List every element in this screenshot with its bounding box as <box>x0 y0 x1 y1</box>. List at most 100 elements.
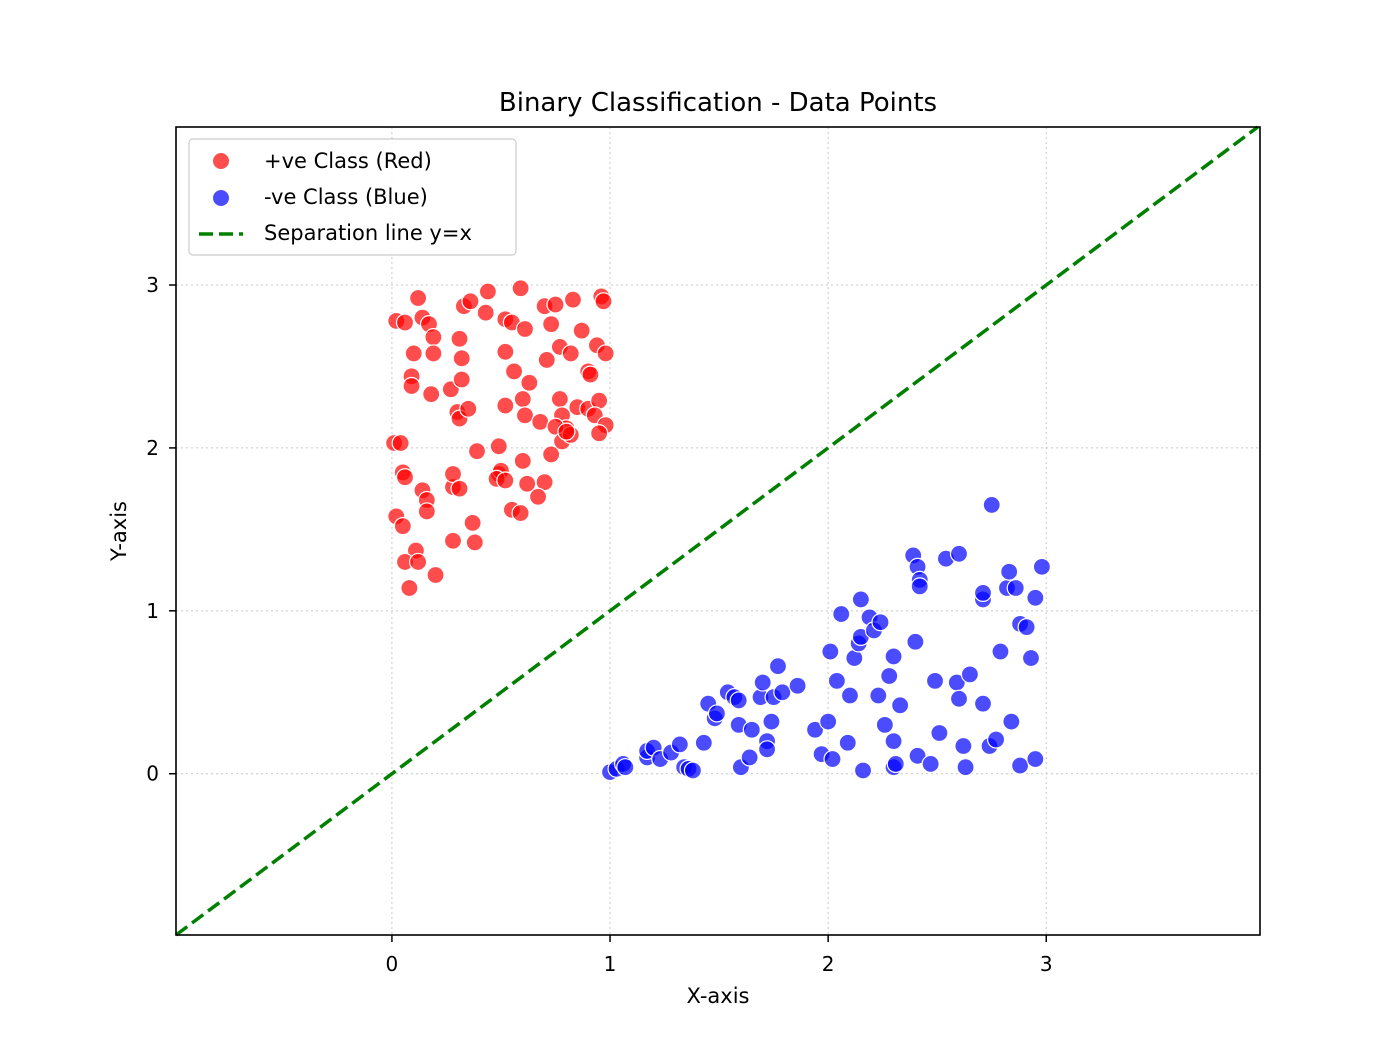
grid-lines <box>176 127 1260 935</box>
y-axis-label: Y-axis <box>107 501 131 562</box>
positive-point <box>476 303 495 322</box>
negative-point <box>821 642 840 661</box>
positive-point <box>504 362 524 381</box>
negative-point <box>670 735 689 754</box>
negative-point <box>757 740 777 759</box>
negative-point <box>838 733 857 752</box>
negative-point <box>884 732 903 751</box>
x-tick-label: 1 <box>604 952 617 976</box>
negative-point <box>1006 578 1025 598</box>
negative-point <box>1021 648 1041 668</box>
negative-point <box>832 604 851 624</box>
positive-point <box>393 517 412 536</box>
positive-point <box>596 344 615 363</box>
negative-point <box>954 736 973 756</box>
y-tick-label: 2 <box>146 436 159 460</box>
positive-point <box>496 396 515 415</box>
separation-line <box>174 125 1259 937</box>
negative-point <box>742 720 761 739</box>
positive-point <box>417 502 436 521</box>
negative-point <box>910 577 929 596</box>
negative-point <box>753 673 772 692</box>
negative-point <box>1026 588 1045 607</box>
negative-point <box>960 665 980 684</box>
x-tick-label: 0 <box>386 952 399 976</box>
negative-point <box>869 686 888 705</box>
negative-point <box>956 758 975 777</box>
positive-point <box>546 295 565 314</box>
negative-point <box>921 754 940 774</box>
positive-point <box>400 578 419 598</box>
negative-class-points <box>600 495 1051 782</box>
positive-point <box>459 399 478 418</box>
positive-point <box>395 468 415 487</box>
y-tick-label: 0 <box>146 762 159 786</box>
negative-point <box>949 544 969 563</box>
positive-point <box>542 445 561 464</box>
negative-point <box>871 613 890 632</box>
legend-red-marker-icon <box>213 153 229 169</box>
y-axis-ticks: 0 1 2 3 <box>146 273 176 786</box>
positive-point <box>409 552 428 572</box>
legend: +ve Class (Red) -ve Class (Blue) Separat… <box>188 138 517 256</box>
negative-point <box>819 712 838 731</box>
negative-point <box>973 583 993 603</box>
positive-point <box>513 389 532 409</box>
legend-blue-marker-icon <box>213 190 229 206</box>
positive-point <box>465 533 484 552</box>
negative-point <box>853 761 873 780</box>
positive-point <box>528 487 548 506</box>
negative-point <box>886 754 905 774</box>
positive-point <box>461 292 480 311</box>
positive-point <box>537 350 556 370</box>
positive-point <box>489 437 508 456</box>
plot-area <box>174 125 1261 937</box>
x-axis-ticks: 0 1 2 3 <box>386 935 1053 976</box>
negative-point <box>949 689 969 708</box>
positive-point <box>452 349 471 368</box>
negative-point <box>683 761 703 780</box>
legend-label-negative: -ve Class (Blue) <box>264 185 428 209</box>
negative-point <box>805 720 825 739</box>
negative-point <box>1026 749 1045 769</box>
negative-point <box>930 723 949 743</box>
positive-point <box>395 313 415 332</box>
positive-point <box>531 412 550 431</box>
negative-point <box>827 671 846 690</box>
positive-point <box>450 329 469 348</box>
legend-label-positive: +ve Class (Red) <box>264 149 432 173</box>
negative-point <box>851 590 870 609</box>
positive-point <box>572 321 591 340</box>
negative-point <box>1002 712 1021 731</box>
x-tick-label: 3 <box>1040 952 1053 976</box>
legend-box <box>188 138 517 256</box>
positive-point <box>424 328 443 347</box>
negative-point <box>840 686 860 705</box>
positive-point <box>581 365 600 384</box>
negative-point <box>788 676 807 695</box>
negative-point <box>729 691 748 710</box>
negative-point <box>908 746 927 765</box>
positive-point <box>409 288 428 308</box>
negative-point <box>982 495 1001 515</box>
negative-point <box>1000 562 1019 581</box>
negative-point <box>773 683 792 702</box>
positive-point <box>511 503 530 523</box>
positive-point <box>463 513 482 532</box>
positive-point <box>467 442 487 461</box>
positive-point <box>450 479 469 498</box>
positive-point <box>563 290 583 309</box>
positive-point <box>520 373 539 392</box>
negative-point <box>880 666 899 686</box>
negative-point <box>1010 756 1030 775</box>
negative-point <box>891 696 910 715</box>
separation-line-y-equals-x <box>174 125 1259 937</box>
positive-class-points <box>385 279 615 598</box>
negative-point <box>875 715 894 734</box>
negative-point <box>768 657 788 676</box>
positive-point <box>426 565 445 585</box>
positive-point <box>404 344 423 363</box>
positive-point <box>452 370 471 389</box>
positive-point <box>496 342 515 361</box>
negative-point <box>906 632 925 651</box>
